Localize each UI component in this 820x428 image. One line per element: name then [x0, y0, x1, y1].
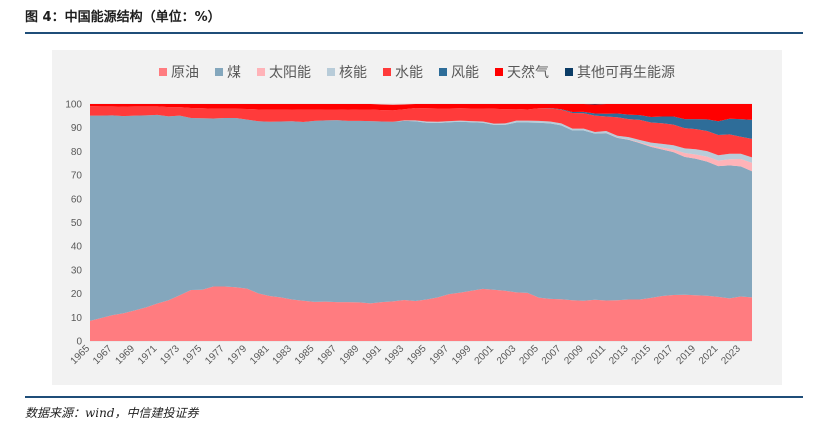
area-series-1	[90, 114, 752, 321]
x-tick-label: 2001	[473, 343, 497, 367]
legend-swatch	[439, 68, 447, 76]
legend-label: 水能	[395, 65, 423, 81]
energy-structure-chart: 原油 煤 太阳能 核能 水能 风能 天然气 其他可再生能源 0 10 20 30 40 50 60 70 80…	[65, 64, 752, 367]
legend-swatch	[565, 68, 573, 76]
x-tick-label: 1993	[383, 343, 407, 367]
x-tick-label: 2005	[517, 343, 541, 367]
x-tick-label: 2011	[585, 343, 608, 366]
legend-swatch	[327, 68, 335, 76]
x-tick-label: 2017	[652, 343, 676, 367]
x-axis: 1965196719691971197319751977197919811983…	[69, 343, 744, 367]
y-tick-label: 80	[71, 147, 83, 158]
x-tick-label: 2009	[562, 343, 586, 367]
y-tick-label: 100	[65, 100, 82, 111]
area-series-4	[90, 106, 752, 158]
y-tick-label: 0	[76, 337, 82, 348]
x-tick-label: 1997	[428, 343, 452, 367]
legend-label: 天然气	[507, 64, 549, 81]
x-tick-label: 2013	[607, 343, 631, 367]
x-tick-label: 1999	[450, 343, 474, 367]
x-tick-label: 2015	[630, 343, 654, 367]
area-series-0	[90, 286, 752, 341]
x-tick-label: 1983	[271, 343, 295, 367]
x-tick-label: 1979	[226, 343, 250, 367]
legend-label: 其他可再生能源	[577, 65, 675, 81]
y-tick-label: 90	[71, 123, 83, 134]
y-tick-label: 30	[71, 265, 83, 276]
x-tick-label: 1971	[136, 343, 160, 367]
legend-label: 风能	[451, 65, 479, 81]
chart-areas	[90, 104, 752, 341]
y-tick-label: 60	[71, 194, 83, 205]
x-tick-label: 2023	[719, 343, 743, 367]
legend-label: 核能	[339, 65, 367, 81]
x-tick-label: 2007	[540, 343, 564, 367]
figure-title: 图 4：中国能源结构（单位：%）	[25, 10, 221, 25]
x-tick-label: 1973	[158, 343, 182, 367]
x-tick-label: 1991	[360, 343, 384, 367]
x-tick-label: 1987	[315, 343, 339, 367]
legend-swatch	[383, 68, 391, 76]
x-tick-label: 1969	[113, 343, 137, 367]
x-tick-label: 1995	[405, 343, 429, 367]
bottom-rule	[25, 396, 803, 398]
y-tick-label: 50	[71, 218, 83, 229]
x-tick-label: 1989	[338, 343, 362, 367]
legend-swatch	[159, 68, 167, 76]
x-tick-label: 1965	[69, 343, 93, 367]
x-tick-label: 2021	[697, 343, 721, 367]
legend-swatch	[257, 68, 265, 76]
chart-panel: 原油 煤 太阳能 核能 水能 风能 天然气 其他可再生能源 0 10 20 30 40 50 60 70 80…	[52, 50, 782, 385]
y-tick-label: 40	[71, 242, 83, 253]
y-axis: 0 10 20 30 40 50 60 70 80 90 100	[65, 100, 82, 348]
area-series-6	[90, 104, 752, 122]
chart-legend: 原油 煤 太阳能 核能 水能 风能 天然气 其他可再生能源	[159, 64, 675, 81]
source-note: 数据来源：wind，中信建投证券	[25, 406, 199, 420]
y-tick-label: 10	[71, 313, 83, 324]
x-tick-label: 2019	[675, 343, 699, 367]
x-tick-label: 2003	[495, 343, 519, 367]
legend-label: 太阳能	[269, 65, 311, 81]
x-tick-label: 1975	[181, 343, 205, 367]
x-tick-label: 1985	[293, 343, 317, 367]
x-tick-label: 1981	[248, 343, 272, 367]
y-tick-label: 20	[71, 289, 83, 300]
top-rule	[25, 32, 803, 34]
legend-label: 煤	[227, 65, 241, 81]
x-tick-label: 1977	[203, 343, 227, 367]
legend-swatch	[495, 68, 503, 76]
y-tick-label: 70	[71, 171, 83, 182]
legend-swatch	[215, 68, 223, 76]
x-tick-label: 1967	[91, 343, 115, 367]
legend-label: 原油	[171, 65, 199, 81]
